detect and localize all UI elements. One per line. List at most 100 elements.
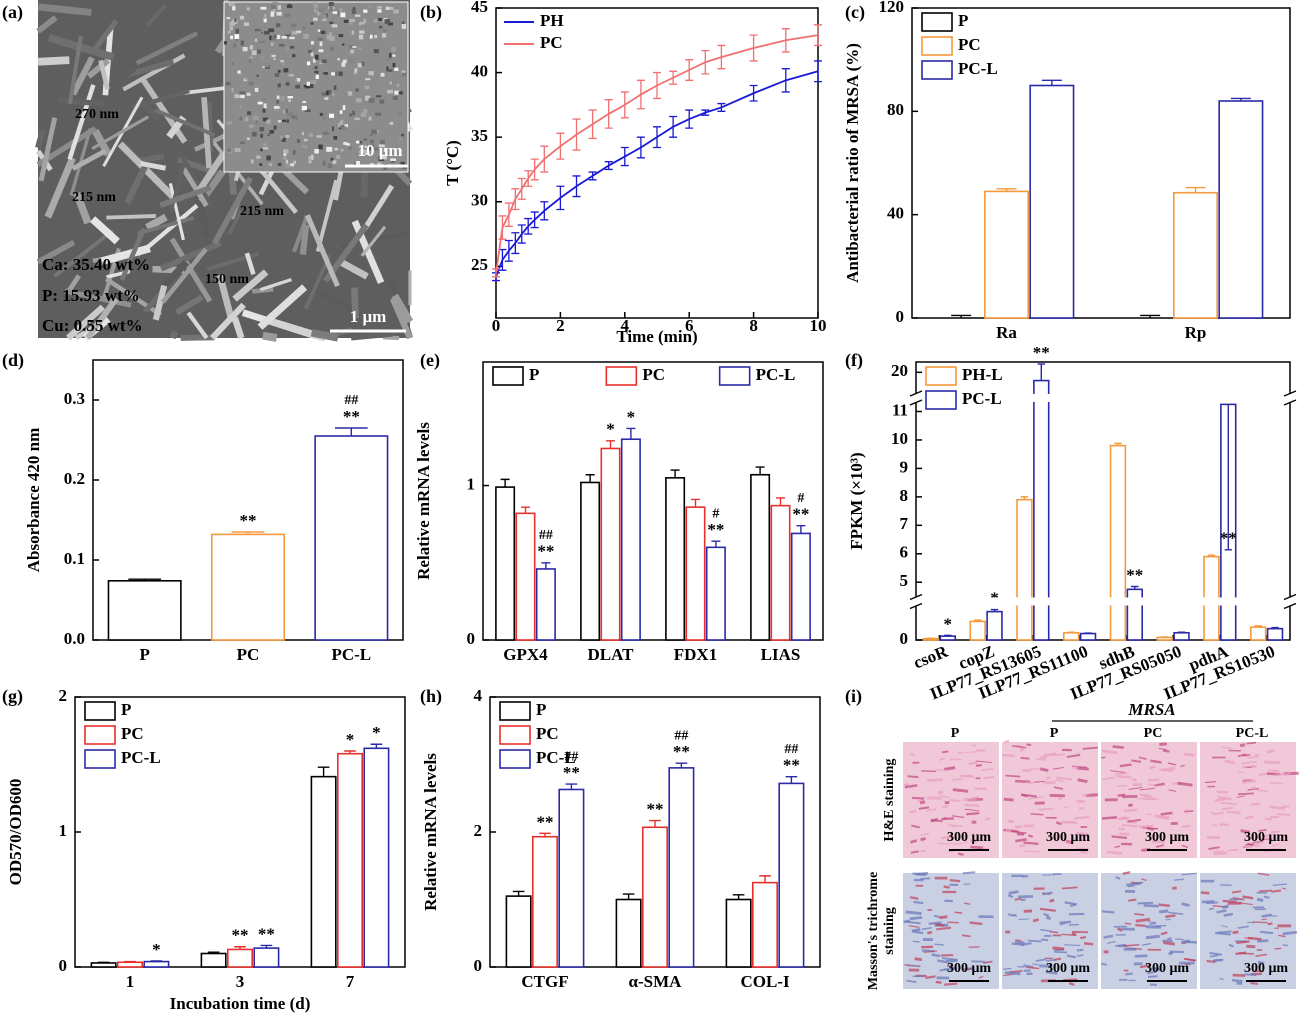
sem-inset-grain <box>365 95 371 101</box>
x-tick-label: 8 <box>749 316 758 335</box>
scale-bar-label: 300 μm <box>1244 961 1288 976</box>
sem-inset-grain <box>287 96 293 99</box>
sem-inset-grain <box>259 127 265 132</box>
tissue-fiber <box>916 798 924 803</box>
y-axis-label: T (°C) <box>443 140 462 186</box>
tissue-fiber <box>1261 834 1269 838</box>
error-bar <box>512 890 525 897</box>
sem-inset-grain <box>359 140 363 144</box>
sem-inset-grain <box>350 49 355 54</box>
sem-inset-grain <box>318 8 325 13</box>
y-axis-label: Relative mRNA levels <box>414 422 433 580</box>
sem-inset-grain <box>352 110 355 116</box>
panel-label: (h) <box>420 686 442 707</box>
sem-inset-grain <box>387 89 393 94</box>
error-bar <box>755 466 765 475</box>
sem-inset-grain <box>390 158 397 162</box>
tissue-fiber <box>1056 776 1073 781</box>
significance-star: ** <box>673 742 690 761</box>
tissue-fiber <box>1024 850 1040 853</box>
sem-inset-grain <box>276 11 282 16</box>
sem-inset-grain <box>295 115 298 120</box>
error-bar <box>588 171 597 181</box>
tissue-fiber <box>1240 829 1251 834</box>
tissue-fiber <box>1237 902 1253 906</box>
bar <box>1126 588 1144 641</box>
bar <box>580 481 601 641</box>
y-tick-label: 0.0 <box>64 629 85 648</box>
sem-inset-grain <box>343 141 348 145</box>
sem-inset-grain <box>227 148 232 152</box>
sem-inset-grain <box>352 45 357 49</box>
tissue-fiber <box>956 841 968 845</box>
tissue-fiber <box>981 768 994 771</box>
tissue-fiber <box>1159 768 1173 773</box>
tissue-fiber <box>1128 786 1143 791</box>
sem-inset-grain <box>369 139 374 144</box>
y-tick-label: 35 <box>471 126 488 145</box>
tissue-fiber <box>1066 754 1081 758</box>
error-bar <box>572 175 581 198</box>
sem-inset-grain <box>237 70 241 74</box>
sem-inset-grain <box>369 34 373 39</box>
tissue-fiber <box>1059 920 1072 925</box>
sem-inset-grain <box>310 80 317 85</box>
tissue-fiber <box>1114 772 1130 776</box>
tissue-fiber <box>941 817 947 821</box>
sem-inset-grain <box>337 10 340 16</box>
tissue-fiber <box>1250 765 1257 769</box>
error-bar <box>685 59 694 81</box>
legend-swatch <box>921 60 953 80</box>
tissue-fiber <box>1103 934 1114 939</box>
sem-inset-grain <box>360 149 367 153</box>
sem-rod <box>180 334 215 341</box>
sem-inset-grain <box>341 126 347 131</box>
sem-rod <box>195 152 227 195</box>
y-tick-label: 2 <box>59 686 68 705</box>
tissue-fiber <box>1021 793 1028 798</box>
error-bar <box>669 70 678 85</box>
legend-swatch <box>921 36 953 56</box>
tissue-fiber <box>1160 811 1173 816</box>
tissue-fiber <box>1064 901 1077 906</box>
tissue-fiber <box>1159 742 1167 746</box>
tissue-fiber <box>938 757 945 762</box>
tissue-fiber <box>909 809 917 814</box>
sem-inset-grain <box>262 108 266 113</box>
significance-hash: # <box>797 491 804 506</box>
tissue-fiber <box>1025 781 1034 784</box>
sem-inset-grain <box>382 29 388 33</box>
sem-inset-grain <box>277 69 281 73</box>
error-bar <box>675 762 688 768</box>
tissue-fiber <box>945 958 958 964</box>
sem-inset-grain <box>262 117 268 122</box>
bar <box>211 533 286 641</box>
sem-inset-grain <box>286 46 289 52</box>
tissue-fiber <box>1079 850 1088 855</box>
legend-swatch <box>499 701 531 721</box>
tissue-fiber <box>1181 844 1189 848</box>
tissue-fiber <box>1127 884 1135 888</box>
bar <box>790 532 811 641</box>
x-tick-label: 0 <box>492 316 501 335</box>
row-label: Masson's trichrome <box>866 872 881 990</box>
histology-image <box>1200 873 1296 989</box>
sem-inset-grain <box>267 133 271 137</box>
legend-label: PC-L <box>536 748 576 767</box>
sem-inset-grain <box>392 54 396 57</box>
tissue-fiber <box>1004 971 1021 976</box>
tissue-fiber <box>930 818 939 823</box>
tissue-fiber <box>952 778 964 781</box>
error-bar <box>124 960 136 963</box>
error-bar <box>1230 97 1251 101</box>
sem-rod <box>336 257 369 280</box>
tissue-fiber <box>918 806 930 810</box>
line-series <box>495 70 819 277</box>
tissue-fiber <box>1244 844 1253 849</box>
tissue-fiber <box>1250 982 1259 986</box>
tissue-fiber <box>910 839 918 844</box>
sem-inset-grain <box>247 137 250 141</box>
sem-inset-grain <box>257 101 263 105</box>
sem-inset-grain <box>226 16 231 20</box>
tissue-fiber <box>1052 766 1064 770</box>
